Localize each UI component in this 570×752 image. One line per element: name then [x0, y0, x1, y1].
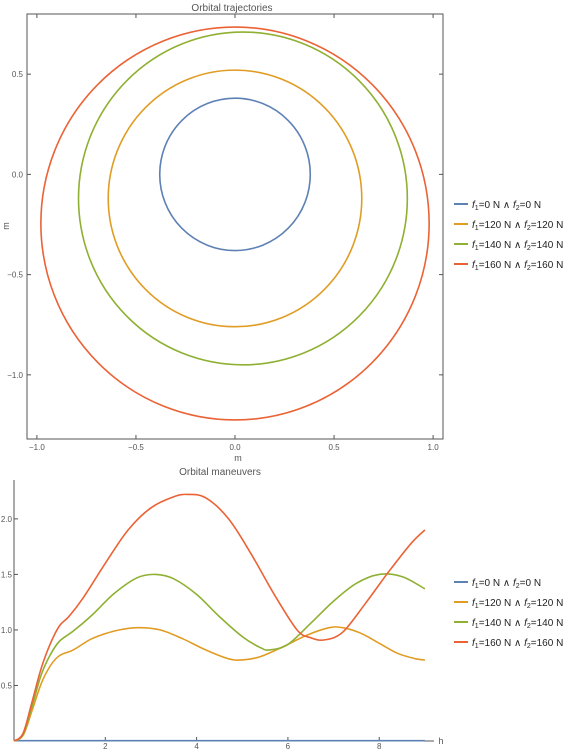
series-group	[40, 26, 430, 421]
x-tick-label: 4	[194, 742, 199, 751]
x-tick-label: −0.5	[128, 443, 144, 452]
legend-item-0: f1=0 N ∧ f2=0 N	[454, 200, 541, 212]
x-tick-label: −1.0	[29, 443, 45, 452]
x-tick-label: 8	[377, 742, 382, 751]
series-line-0	[158, 97, 312, 252]
legend-label: f1=140 N ∧ f2=140 N	[472, 240, 563, 252]
legend-label: f1=140 N ∧ f2=140 N	[472, 618, 563, 630]
legend-label: f1=160 N ∧ f2=160 N	[472, 638, 563, 650]
legend-item-3: f1=160 N ∧ f2=160 N	[454, 260, 563, 272]
series-line-1	[13, 626, 425, 742]
chart-orbital-maneuvers: Orbital maneuvers 2 4 6 8 0.5 1.0 1.5 2.0 h f1=…	[1, 467, 563, 751]
y-tick-label: 0.5	[1, 681, 13, 690]
x-tick-label: 2	[103, 742, 108, 751]
chart-title: Orbital maneuvers	[179, 467, 261, 478]
series-line-3	[13, 493, 426, 742]
series-line-2	[13, 573, 426, 742]
y-tick-label: −0.5	[7, 271, 23, 280]
plot-frame	[26, 13, 444, 440]
legend: f1=0 N ∧ f2=0 N f1=120 N ∧ f2=120 N f1=140…	[454, 578, 563, 650]
x-tick-label: 0.0	[229, 443, 241, 452]
series-group	[13, 493, 426, 742]
y-tick-label: 2.0	[1, 515, 13, 524]
legend-item-2: f1=140 N ∧ f2=140 N	[454, 240, 563, 252]
legend-label: f1=0 N ∧ f2=0 N	[472, 578, 541, 590]
y-tick-label: 0.5	[12, 70, 24, 79]
legend-item-1: f1=120 N ∧ f2=120 N	[454, 220, 563, 232]
series-line-3	[40, 26, 430, 421]
y-tick-label: 0.0	[12, 170, 24, 179]
axes	[13, 480, 434, 742]
legend-item-2: f1=140 N ∧ f2=140 N	[454, 618, 563, 630]
legend-item-1: f1=120 N ∧ f2=120 N	[454, 598, 563, 610]
legend: f1=0 N ∧ f2=0 N f1=120 N ∧ f2=120 N f1=140…	[454, 200, 563, 272]
axis-ticks: 2 4 6 8 0.5 1.0 1.5 2.0	[1, 515, 382, 751]
y-tick-label: 1.5	[1, 570, 13, 579]
chart-orbital-trajectories: Orbital trajectories −1.0 −0.5 0.0 0.5 1.0−1…	[1, 3, 563, 463]
legend-label: f1=120 N ∧ f2=120 N	[472, 220, 563, 232]
legend-label: f1=120 N ∧ f2=120 N	[472, 598, 563, 610]
y-tick-label: −1.0	[7, 371, 23, 380]
legend-label: f1=160 N ∧ f2=160 N	[472, 260, 563, 272]
x-tick-label: 6	[286, 742, 291, 751]
x-tick-label: 1.0	[428, 443, 440, 452]
y-axis-label: m	[1, 222, 11, 230]
series-line-1	[107, 69, 363, 328]
legend-item-0: f1=0 N ∧ f2=0 N	[454, 578, 541, 590]
x-axis-label: m	[234, 453, 242, 463]
y-tick-label: 1.0	[1, 626, 13, 635]
legend-label: f1=0 N ∧ f2=0 N	[472, 200, 541, 212]
chart-title: Orbital trajectories	[191, 3, 272, 14]
axis-ticks: −1.0 −0.5 0.0 0.5 1.0 −1.0 −0.5 0.0 0.5	[7, 14, 443, 452]
series-line-2	[77, 31, 409, 366]
legend-item-3: f1=160 N ∧ f2=160 N	[454, 638, 563, 650]
x-axis-label: h	[438, 736, 443, 746]
x-tick-label: 0.5	[328, 443, 340, 452]
